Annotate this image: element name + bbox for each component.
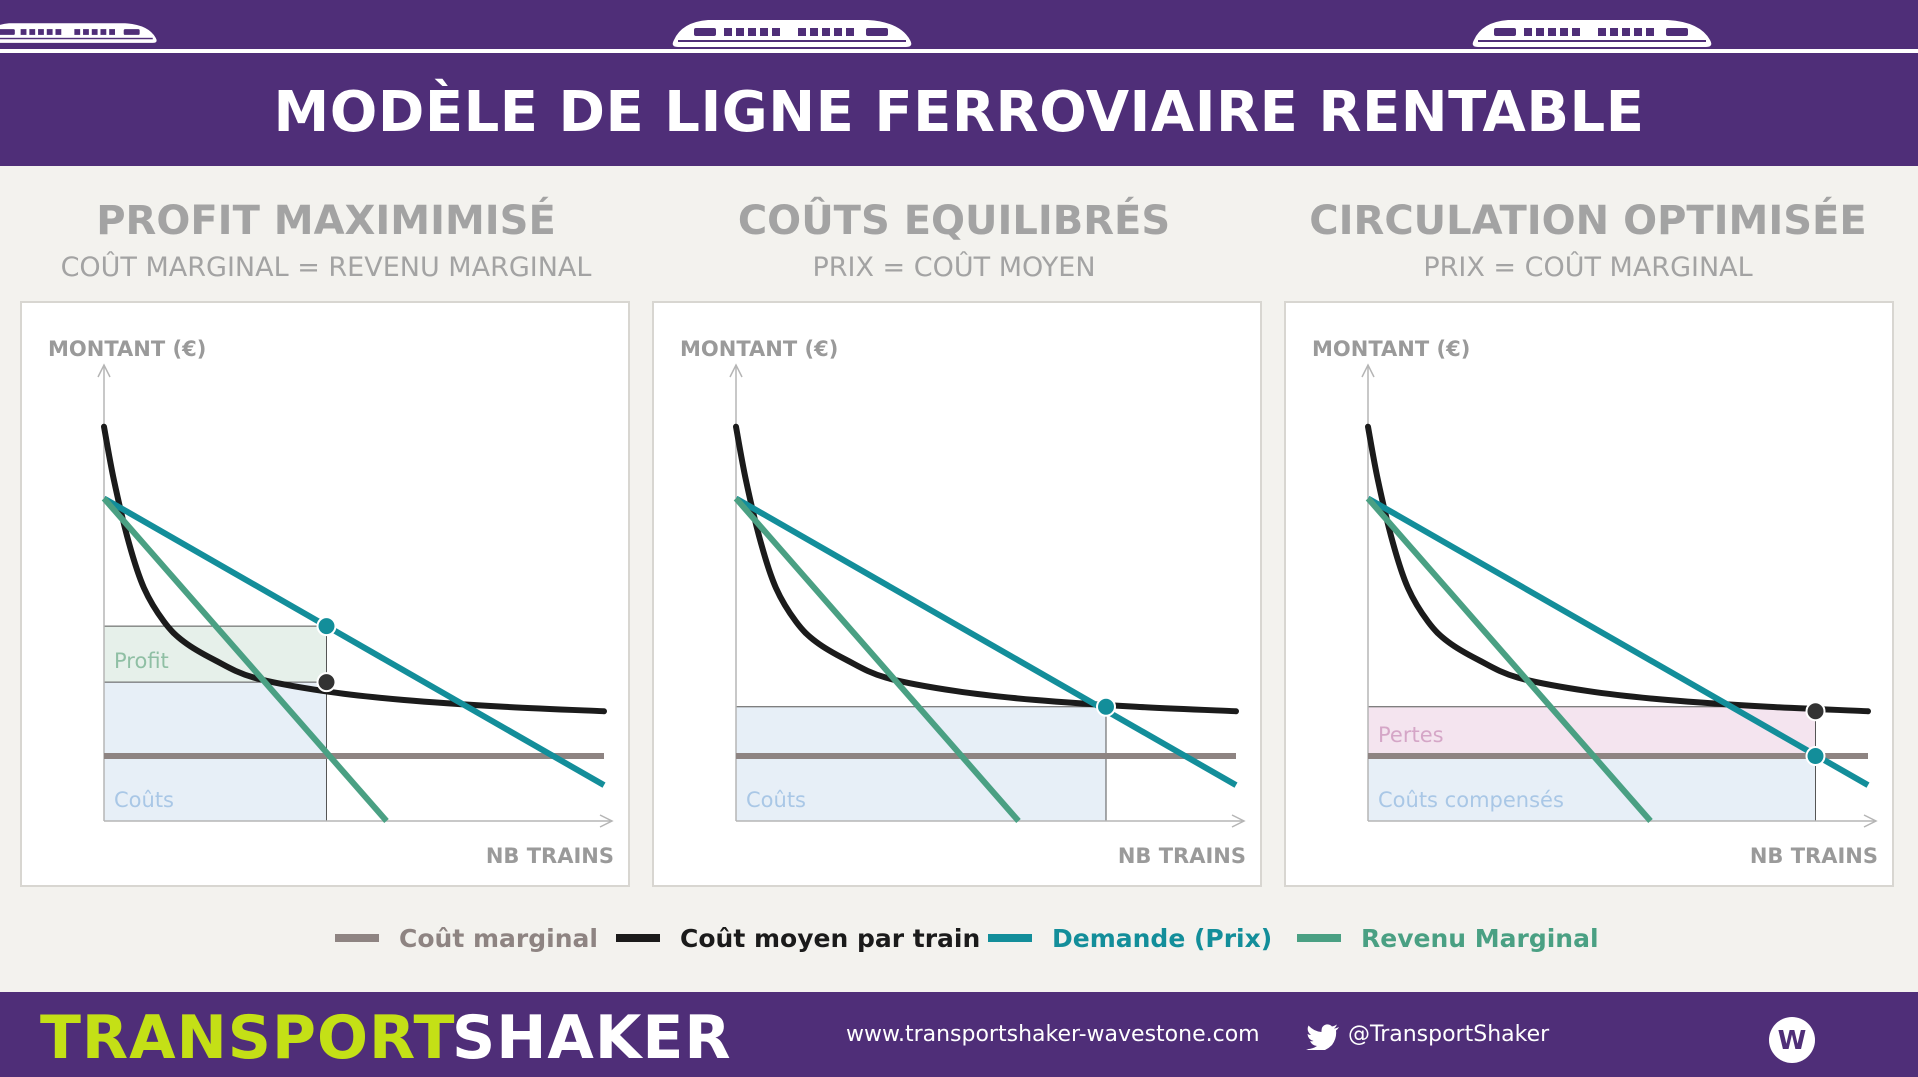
series-co-t-moyen-par-train <box>733 423 1239 715</box>
legend-swatch <box>335 934 379 942</box>
series-revenu-marginal <box>101 496 389 823</box>
panel-title: PROFIT MAXIMIMISÉ <box>96 198 556 244</box>
legend-swatch <box>988 934 1032 942</box>
data-point <box>1096 696 1116 717</box>
region-label: Profit <box>114 649 169 673</box>
wavestone-logo-icon: W <box>1769 1017 1815 1063</box>
chart-svg: Profit Coûts MONTANT (€) NB TRAINS <box>48 337 614 868</box>
y-axis-arrow <box>729 363 743 378</box>
legend-item: Coût marginal <box>335 918 598 958</box>
page-title: MODÈLE DE LIGNE FERROVIAIRE RENTABLE <box>273 80 1645 145</box>
y-axis-label: MONTANT (€) <box>1312 337 1470 361</box>
x-axis-label: NB TRAINS <box>1118 844 1246 868</box>
chart-panel-circulation: Pertes Coûts compensés MONTANT (€) NB TRAIN… <box>1284 301 1894 887</box>
region-label: Coûts <box>114 788 174 812</box>
panel-title: CIRCULATION OPTIMISÉE <box>1309 198 1867 244</box>
legend-label: Demande (Prix) <box>1052 923 1273 953</box>
legend-swatch <box>616 934 660 942</box>
region-profit <box>104 626 327 683</box>
twitter-handle[interactable]: @TransportShaker <box>1348 1022 1550 1047</box>
panel-subtitle: COÛT MARGINAL = REVENU MARGINAL <box>60 252 592 283</box>
x-axis-arrow <box>1231 814 1246 828</box>
logo-letter: W <box>1778 1026 1807 1056</box>
x-axis-label: NB TRAINS <box>486 844 614 868</box>
data-point <box>1805 701 1826 722</box>
panel-title: COÛTS EQUILIBRÉS <box>737 198 1171 244</box>
series-revenu-marginal <box>733 496 1021 823</box>
legend-item: Demande (Prix) <box>988 918 1272 958</box>
chart-panel-profit: Profit Coûts MONTANT (€) NB TRAINS <box>20 301 630 887</box>
brand-secondary: SHAKER <box>452 1003 732 1073</box>
chart-svg: Pertes Coûts compensés MONTANT (€) NB TRAIN… <box>1312 337 1878 868</box>
series-demande-prix- <box>734 495 1238 788</box>
legend-item: Revenu Marginal <box>1297 918 1599 958</box>
data-point <box>316 616 337 637</box>
website-link[interactable]: www.transportshaker-wavestone.com <box>846 1022 1260 1047</box>
legend-label: Coût marginal <box>399 923 598 953</box>
panel-subtitle: PRIX = COÛT MARGINAL <box>1423 252 1753 283</box>
region-label: Coûts <box>746 788 806 812</box>
brand-primary: TRANSPORT <box>40 1003 456 1073</box>
y-axis-arrow <box>97 363 111 378</box>
legend-item: Coût moyen par train <box>616 918 980 958</box>
legend-label: Revenu Marginal <box>1361 923 1599 953</box>
series-demande-prix- <box>1366 495 1870 788</box>
rail-line <box>0 49 1918 53</box>
series-revenu-marginal <box>1365 496 1653 823</box>
x-axis-label: NB TRAINS <box>1750 844 1878 868</box>
series-co-t-moyen-par-train <box>1365 423 1871 715</box>
y-axis-label: MONTANT (€) <box>48 337 206 361</box>
y-axis-arrow <box>1361 363 1375 378</box>
data-point <box>316 672 337 693</box>
train-icon <box>668 14 916 50</box>
chart-panel-couts: Coûts MONTANT (€) NB TRAINS <box>652 301 1262 887</box>
train-icon <box>1468 14 1716 50</box>
region-label: Pertes <box>1378 723 1444 747</box>
region-co-ts-compens-s <box>1368 756 1816 821</box>
twitter-icon[interactable] <box>1306 1024 1340 1050</box>
data-point <box>1805 746 1826 767</box>
region-co-ts <box>104 682 327 821</box>
y-axis-label: MONTANT (€) <box>680 337 838 361</box>
region-co-ts <box>736 706 1106 821</box>
x-axis-arrow <box>1863 814 1878 828</box>
series-co-t-moyen-par-train <box>101 423 607 715</box>
legend-swatch <box>1297 934 1341 942</box>
x-axis-arrow <box>599 814 614 828</box>
footer-band <box>0 992 1918 1077</box>
chart-svg: Coûts MONTANT (€) NB TRAINS <box>680 337 1246 868</box>
legend-label: Coût moyen par train <box>680 923 981 953</box>
panel-subtitle: PRIX = COÛT MOYEN <box>812 252 1096 283</box>
train-icon <box>0 14 160 50</box>
region-label: Coûts compensés <box>1378 788 1564 812</box>
series-demande-prix- <box>102 495 606 788</box>
